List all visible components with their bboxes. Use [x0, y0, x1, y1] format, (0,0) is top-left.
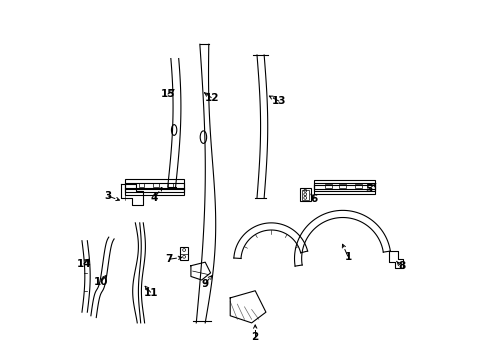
- Text: 4: 4: [150, 193, 158, 203]
- Text: 1: 1: [344, 252, 351, 262]
- Text: 11: 11: [143, 288, 158, 297]
- Text: 12: 12: [204, 93, 219, 103]
- Text: 2: 2: [251, 332, 258, 342]
- Text: 6: 6: [310, 194, 317, 203]
- Text: 10: 10: [94, 277, 108, 287]
- Text: 15: 15: [160, 89, 175, 99]
- Text: 7: 7: [165, 254, 172, 264]
- Text: 3: 3: [104, 191, 111, 201]
- Text: 9: 9: [201, 279, 208, 289]
- Text: 14: 14: [76, 259, 91, 269]
- Text: 13: 13: [272, 96, 286, 107]
- Text: 5: 5: [365, 184, 372, 194]
- Text: 8: 8: [397, 261, 405, 271]
